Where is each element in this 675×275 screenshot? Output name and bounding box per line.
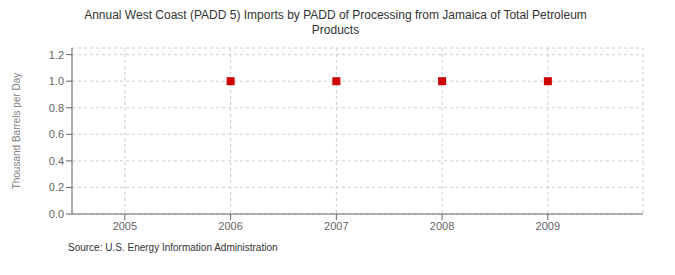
svg-text:2008: 2008 (430, 220, 454, 232)
svg-text:1.0: 1.0 (49, 75, 64, 87)
svg-text:0.4: 0.4 (49, 155, 64, 167)
svg-text:Thousand Barrels per Day: Thousand Barrels per Day (11, 73, 22, 190)
svg-text:2007: 2007 (324, 220, 348, 232)
svg-text:0.0: 0.0 (49, 208, 64, 220)
svg-text:2006: 2006 (218, 220, 242, 232)
html-text:Annual West Coast (PADD 5) Imp: Annual West Coast (PADD 5) Imports by PA… (84, 8, 587, 37)
svg-text:0.6: 0.6 (49, 128, 64, 140)
svg-text:1.2: 1.2 (49, 49, 64, 61)
html-text:Source: U.S. Energy Informatio: Source: U.S. Energy Information Administ… (68, 242, 278, 253)
svg-text:2009: 2009 (536, 220, 560, 232)
svg-text:0.2: 0.2 (49, 181, 64, 193)
svg-text:0.8: 0.8 (49, 102, 64, 114)
svg-text:2005: 2005 (113, 220, 137, 232)
